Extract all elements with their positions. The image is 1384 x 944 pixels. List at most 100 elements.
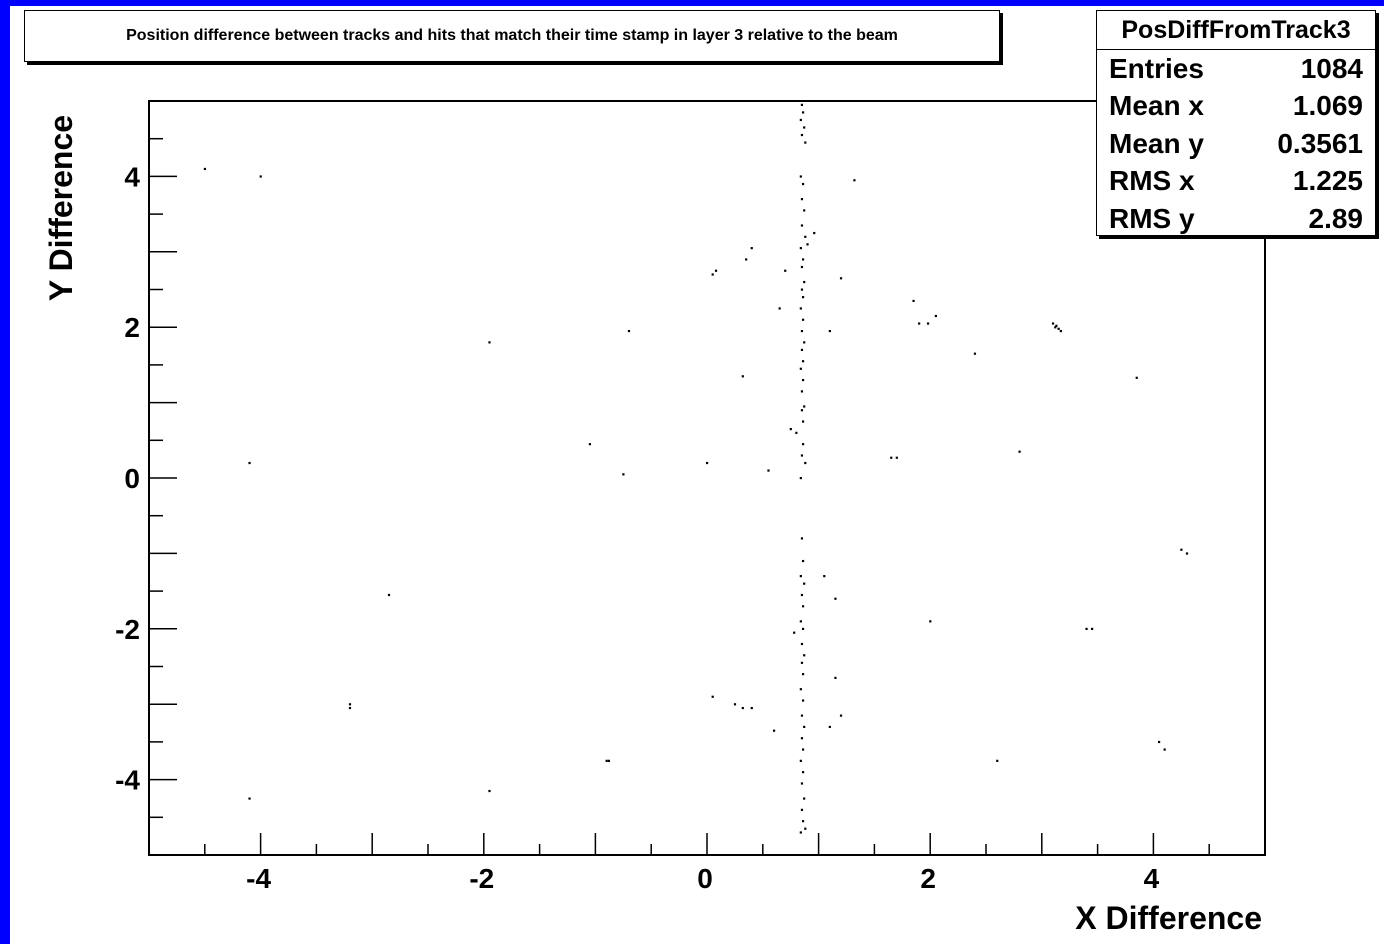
data-point	[348, 703, 352, 706]
stats-box: PosDiffFromTrack3 Entries 1084 Mean x 1.…	[1096, 10, 1376, 236]
y-tick-label: -2	[115, 614, 140, 645]
data-point	[803, 126, 806, 129]
data-point	[996, 759, 999, 762]
data-point	[803, 341, 806, 344]
data-point	[800, 390, 804, 393]
data-point	[799, 307, 802, 310]
data-point	[711, 273, 714, 276]
data-point	[588, 443, 592, 446]
y-tick-label: 2	[124, 312, 140, 343]
data-point	[801, 820, 805, 823]
plot-area	[148, 100, 1266, 856]
data-point	[800, 265, 804, 269]
data-point	[795, 431, 798, 434]
data-point	[800, 714, 804, 717]
data-point	[801, 258, 805, 261]
y-axis: -4 -2 0 2 4	[115, 100, 177, 856]
data-point	[488, 789, 491, 793]
data-point	[778, 307, 781, 310]
data-point	[803, 582, 806, 585]
data-point	[1051, 322, 1055, 325]
data-point	[834, 676, 837, 680]
stats-title: PosDiffFromTrack3	[1097, 11, 1375, 50]
data-point	[799, 477, 802, 480]
data-point	[767, 469, 770, 472]
data-point	[801, 378, 805, 382]
data-point	[801, 443, 805, 446]
data-point	[803, 209, 806, 212]
data-point	[973, 352, 977, 355]
data-point	[799, 688, 802, 691]
data-point	[800, 348, 804, 352]
data-point	[801, 360, 805, 363]
data-point	[890, 456, 893, 459]
data-point	[800, 808, 804, 811]
data-point	[1057, 327, 1060, 330]
data-point	[259, 175, 262, 178]
data-point	[926, 322, 930, 325]
data-point	[801, 296, 805, 299]
stat-value: 2.89	[1308, 202, 1364, 234]
data-point	[800, 593, 804, 597]
data-point	[488, 341, 491, 344]
stat-label: Mean x	[1109, 90, 1204, 122]
data-point	[745, 258, 748, 261]
data-point	[839, 277, 843, 280]
x-axis: -4 -2 0 2 4	[148, 833, 1266, 894]
x-tick-label: -2	[469, 863, 494, 894]
data-point	[1091, 627, 1094, 630]
data-point	[1135, 376, 1138, 379]
stat-label: Mean y	[1109, 127, 1204, 159]
y-axis-label: Y Difference	[43, 115, 79, 301]
data-point	[803, 654, 806, 657]
data-point	[248, 797, 251, 800]
data-point	[912, 299, 915, 303]
data-point	[800, 782, 804, 785]
x-axis-label: X Difference	[1075, 900, 1262, 936]
data-point	[800, 661, 804, 664]
stat-value: 1084	[1300, 52, 1363, 84]
data-point	[1163, 748, 1166, 751]
data-point	[1085, 627, 1088, 630]
data-point	[801, 318, 805, 321]
data-point	[799, 118, 802, 122]
chart-title: Position difference between tracks and h…	[126, 27, 898, 44]
data-point	[793, 631, 796, 634]
chart-title-box: Position difference between tracks and h…	[24, 10, 1000, 62]
data-point	[706, 461, 709, 465]
data-point	[801, 111, 805, 114]
data-point	[607, 759, 610, 762]
data-point	[801, 699, 805, 702]
data-point	[799, 367, 802, 370]
stat-row-rms-y: RMS y 2.89	[1097, 200, 1375, 238]
data-point	[918, 322, 921, 325]
data-point	[1018, 450, 1021, 453]
data-point	[741, 706, 744, 710]
data-point	[1180, 548, 1183, 551]
stat-row-mean-x: Mean x 1.069	[1097, 88, 1375, 126]
data-point	[801, 559, 805, 563]
data-point	[813, 231, 816, 235]
x-tick-label: 2	[920, 863, 936, 894]
data-point	[803, 797, 806, 800]
data-point	[934, 314, 937, 318]
data-point	[799, 831, 802, 834]
data-point	[741, 375, 744, 378]
stat-row-entries: Entries 1084	[1097, 50, 1375, 88]
data-point	[799, 575, 802, 578]
data-point	[801, 771, 805, 774]
data-point	[800, 103, 804, 106]
data-point	[834, 597, 837, 600]
data-point	[711, 695, 714, 698]
data-point	[800, 198, 804, 201]
data-point	[853, 179, 856, 182]
data-point	[806, 243, 809, 246]
data-point	[733, 703, 737, 706]
stat-row-mean-y: Mean y 0.3561	[1097, 125, 1375, 163]
data-point	[803, 280, 806, 284]
stat-label: Entries	[1109, 52, 1204, 84]
y-tick-label: -4	[115, 765, 140, 796]
data-point	[804, 461, 807, 465]
data-point	[800, 133, 804, 137]
data-point	[801, 420, 805, 423]
